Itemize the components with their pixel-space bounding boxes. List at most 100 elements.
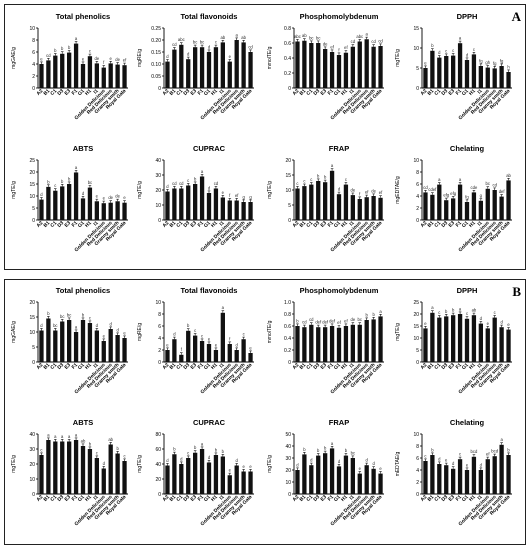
significance-letter: bc xyxy=(60,314,64,319)
bar xyxy=(108,202,113,220)
bar xyxy=(101,468,106,494)
x-tick-label: D3 xyxy=(440,88,449,97)
x-tick-label: E3 xyxy=(63,494,72,503)
bar xyxy=(506,455,511,494)
significance-letter: b xyxy=(68,176,71,181)
bar xyxy=(430,455,435,494)
significance-letter: d xyxy=(166,458,169,463)
x-tick-label: H1 xyxy=(210,494,219,503)
y-tick-label: 0 xyxy=(288,492,291,498)
bar xyxy=(343,184,349,220)
significance-letter: def xyxy=(315,320,322,325)
significance-letter: bc xyxy=(67,312,71,317)
y-tick-label: 20 xyxy=(29,300,35,306)
chart-a-7: Chelating mgEDTAE/g 0 2 4 6 8 10 cd A2 cdef B1 a C1 ef… xyxy=(395,144,512,253)
y-tick-label: 10 xyxy=(29,26,35,32)
bar xyxy=(227,344,232,362)
y-axis-label: mgTE/g xyxy=(395,323,401,341)
bar xyxy=(323,327,328,362)
bar xyxy=(73,172,79,220)
x-tick-label: G1 xyxy=(77,362,86,371)
bar xyxy=(87,187,93,220)
x-tick-label: C1 xyxy=(433,362,442,371)
significance-letter: efg xyxy=(450,191,456,196)
bar xyxy=(80,198,86,220)
x-tick-label: H1 xyxy=(468,88,477,97)
significance-letter: cd xyxy=(423,185,428,190)
x-tick-label: D3 xyxy=(440,362,449,371)
significance-letter: d xyxy=(110,321,113,326)
significance-letter: a xyxy=(201,169,204,174)
significance-letter: de xyxy=(351,317,356,322)
y-tick-label: 40 xyxy=(155,158,161,164)
bar xyxy=(172,188,177,220)
significance-letter: bc xyxy=(486,181,490,186)
bar xyxy=(193,335,198,362)
bar xyxy=(108,63,113,88)
significance-letter: ef xyxy=(344,318,348,323)
y-tick-label: 6 xyxy=(158,324,161,330)
x-tick-label: G1 xyxy=(461,494,470,503)
significance-letter: b xyxy=(324,175,327,180)
significance-letter: de xyxy=(351,188,356,193)
significance-letter: b xyxy=(68,45,71,50)
bar xyxy=(53,441,58,494)
bar xyxy=(444,56,449,88)
bar xyxy=(234,465,239,494)
x-tick-label: F1 xyxy=(197,220,206,229)
significance-letter: cd xyxy=(214,181,219,186)
x-tick-label: F1 xyxy=(327,220,336,229)
significance-letter: cd xyxy=(309,317,314,322)
bar xyxy=(464,318,470,362)
x-tick-label: B1 xyxy=(299,494,308,503)
significance-letter: a xyxy=(201,441,204,446)
y-tick-label: 50 xyxy=(285,432,291,438)
significance-letter: fg xyxy=(479,58,483,63)
y-tick-label: 15 xyxy=(413,26,419,32)
y-axis-label: mgEDTAE/g xyxy=(395,176,401,204)
y-tick-label: 4 xyxy=(416,468,419,474)
y-tick-label: 0.8 xyxy=(284,312,291,318)
significance-letter: cd xyxy=(492,182,497,187)
bar xyxy=(371,196,376,220)
bar xyxy=(67,320,72,362)
x-tick-label: F1 xyxy=(455,494,464,503)
x-tick-label: B1 xyxy=(43,362,52,371)
x-tick-label: H1 xyxy=(84,362,93,371)
y-tick-label: 15 xyxy=(413,324,419,330)
significance-letter: bc xyxy=(309,35,313,40)
significance-letter: d xyxy=(500,320,503,325)
x-tick-label: D3 xyxy=(312,220,321,229)
x-tick-label: C1 xyxy=(49,362,58,371)
bar xyxy=(499,66,504,88)
y-axis-label: mgRE/g xyxy=(137,323,143,341)
significance-letter: ef xyxy=(344,45,348,50)
x-tick-label: E3 xyxy=(189,494,198,503)
x-tick-label: I1 xyxy=(93,220,100,227)
significance-letter: d xyxy=(310,458,313,463)
bar xyxy=(46,440,51,494)
bar xyxy=(172,454,177,494)
y-tick-label: 0.10 xyxy=(151,62,161,68)
bar xyxy=(241,202,246,220)
significance-letter: f xyxy=(229,336,231,341)
bar xyxy=(172,49,177,88)
bar xyxy=(241,339,246,362)
significance-letter: c xyxy=(494,310,496,315)
y-tick-label: 0 xyxy=(32,492,35,498)
bar xyxy=(357,199,362,220)
significance-letter: a xyxy=(331,163,334,168)
y-tick-label: 1.0 xyxy=(284,300,291,306)
y-tick-label: 30 xyxy=(155,173,161,179)
x-tick-label: A2 xyxy=(162,88,171,97)
significance-letter: cd xyxy=(371,39,376,44)
significance-letter: c xyxy=(123,453,125,458)
chart-title: FRAP xyxy=(329,418,349,427)
bar xyxy=(220,197,225,220)
x-tick-label: H1 xyxy=(468,494,477,503)
bar xyxy=(499,327,504,362)
y-tick-label: 4 xyxy=(158,336,161,342)
x-tick-label: B1 xyxy=(427,220,436,229)
y-tick-label: 15 xyxy=(29,315,35,321)
significance-letter: bcd xyxy=(471,449,478,454)
